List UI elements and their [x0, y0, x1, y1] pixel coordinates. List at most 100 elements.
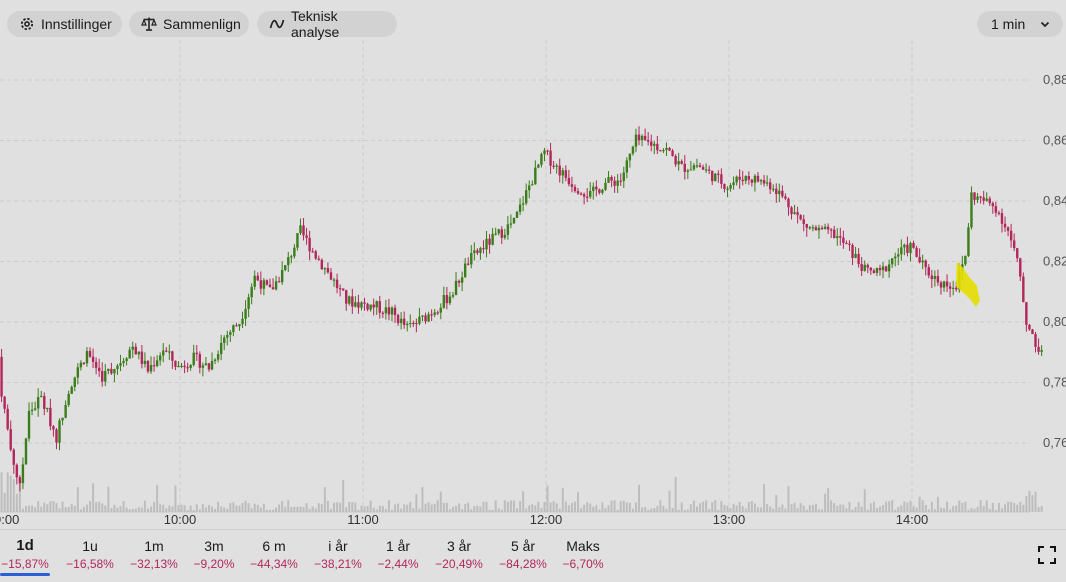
technical-analysis-button[interactable]: Teknisk analyse — [257, 8, 397, 40]
volume-bar — [936, 496, 939, 512]
candle-body — [714, 173, 717, 182]
period-5y[interactable]: 5 år −84,28% — [494, 536, 552, 572]
volume-bar — [171, 506, 174, 512]
volume-bar — [912, 505, 915, 512]
candle-body — [268, 284, 272, 288]
candle-body — [747, 176, 751, 180]
candle-body — [881, 266, 885, 271]
candle-body — [146, 360, 150, 372]
volume-bar — [598, 509, 601, 512]
period-max[interactable]: Maks −6,70% — [558, 536, 608, 572]
volume-bar — [24, 505, 27, 512]
candle-body — [671, 150, 674, 156]
volume-bar — [372, 507, 375, 512]
candle-body — [323, 268, 327, 270]
candle-body — [104, 370, 107, 382]
candle-body — [744, 176, 747, 181]
candle-body — [467, 263, 470, 265]
volume-bar — [290, 507, 293, 512]
volume-bar — [869, 503, 872, 512]
x-tick-label: 14:00 — [896, 512, 929, 527]
volume-bar — [442, 502, 445, 512]
candle-body — [94, 361, 98, 368]
period-ytd[interactable]: i år −38,21% — [309, 536, 367, 572]
candle-body — [592, 186, 595, 191]
volume-bar — [1019, 501, 1022, 512]
period-1d[interactable]: 1d −15,87% — [0, 536, 50, 576]
candle-body — [903, 244, 906, 248]
candle-body — [113, 369, 116, 374]
candle-body — [680, 161, 683, 164]
volume-bar — [656, 506, 659, 512]
volume-bar — [439, 491, 442, 512]
candle-body — [781, 190, 784, 197]
candle-body — [793, 212, 796, 215]
volume-bar — [64, 507, 67, 512]
volume-bar — [711, 502, 714, 512]
volume-bar — [1000, 508, 1003, 512]
volume-bar — [1031, 495, 1034, 512]
period-6m[interactable]: 6 m −44,34% — [245, 536, 303, 572]
period-1u[interactable]: 1u −16,58% — [62, 536, 118, 572]
volume-bar — [610, 500, 613, 512]
candle-body — [125, 358, 128, 361]
candle-body — [64, 404, 67, 418]
candle-body — [351, 296, 354, 307]
volume-bar — [98, 501, 101, 512]
candle-body — [540, 153, 543, 165]
candle-body — [97, 367, 101, 372]
settings-button[interactable]: Innstillinger — [7, 11, 122, 37]
volume-bar — [6, 472, 9, 512]
candle-body — [140, 351, 144, 364]
volume-bar — [760, 507, 763, 512]
compare-button[interactable]: Sammenlign — [129, 11, 249, 37]
candle-body — [589, 190, 592, 197]
interval-select[interactable]: 1 min — [977, 11, 1063, 37]
expand-icon[interactable] — [1038, 546, 1056, 564]
volume-bar — [482, 501, 485, 512]
candle-body — [765, 182, 769, 184]
volume-bar — [814, 503, 817, 512]
candle-body — [686, 170, 690, 172]
volume-bar — [183, 505, 186, 512]
candle-body — [482, 248, 485, 250]
volume-bar — [799, 503, 802, 512]
candle-body — [280, 270, 284, 283]
candle-body — [1000, 213, 1004, 224]
period-3m[interactable]: 3m −9,20% — [188, 536, 240, 572]
candle-body — [851, 244, 854, 258]
candle-body — [390, 307, 394, 315]
candle-body — [695, 165, 699, 167]
candle-body — [735, 176, 738, 183]
volume-bar — [686, 509, 689, 512]
candle-body — [848, 243, 851, 245]
settings-label: Innstillinger — [41, 16, 112, 32]
price-chart[interactable]: 0,88 0,86 0,84 0,82 0,80 0,78 0,76 9:00 10:00 11… — [0, 0, 1066, 530]
volume-bar — [159, 504, 162, 512]
volume-bar — [787, 486, 790, 512]
period-3y[interactable]: 3 år −20,49% — [430, 536, 488, 572]
volume-bar — [933, 509, 936, 512]
volume-bar — [939, 507, 942, 512]
volume-bar — [427, 502, 430, 512]
candle-body — [497, 229, 500, 234]
volume-bar — [49, 501, 52, 512]
candle-body — [494, 233, 497, 235]
candle-body — [201, 365, 205, 368]
volume-bar — [802, 505, 805, 512]
volume-bar — [262, 503, 265, 512]
x-tick-label: 11:00 — [347, 512, 379, 527]
candle-body — [30, 409, 34, 411]
volume-bar — [409, 501, 412, 512]
volume-bar — [451, 506, 454, 512]
period-1m[interactable]: 1m −32,13% — [126, 536, 182, 572]
volume-bar — [238, 505, 241, 512]
candle-body — [863, 264, 866, 271]
volume-bar — [784, 508, 787, 512]
volume-bar — [830, 500, 833, 512]
period-1y[interactable]: 1 år −2,44% — [374, 536, 422, 572]
candle-body — [872, 270, 876, 273]
volume-bar — [647, 509, 650, 512]
candle-body — [1012, 240, 1016, 249]
volume-bar — [259, 507, 262, 512]
